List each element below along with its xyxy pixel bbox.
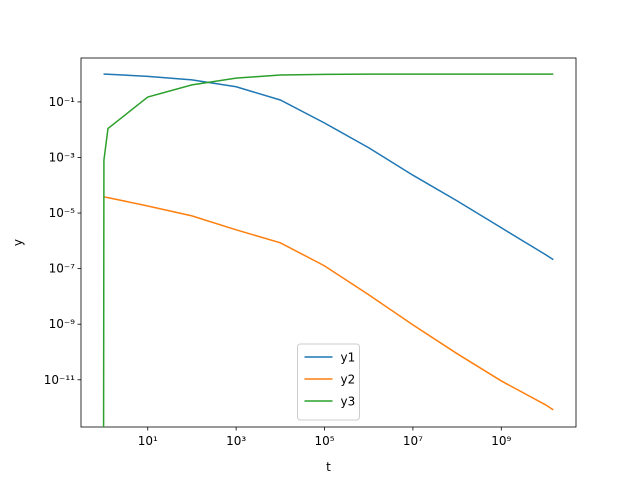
y-tick-label: 10⁻³ <box>49 150 76 164</box>
legend-label: y1 <box>341 351 356 365</box>
plot-frame <box>80 57 577 428</box>
x-tick-label: 10⁷ <box>403 434 423 448</box>
plot-lines <box>102 73 554 427</box>
x-axis-label: t <box>326 460 331 474</box>
y-axis-label: y <box>11 239 25 246</box>
x-tick-label: 10⁵ <box>314 434 334 448</box>
y-tick-label: 10⁻¹ <box>49 95 76 109</box>
x-tick-label: 10¹ <box>138 434 158 448</box>
series-line <box>103 196 554 411</box>
legend-label: y2 <box>341 373 356 387</box>
series-line <box>103 73 554 261</box>
y-tick-label: 10⁻⁷ <box>49 262 76 276</box>
y-tick-label: 10⁻¹¹ <box>44 373 75 387</box>
y-tick-label: 10⁻⁵ <box>49 206 76 220</box>
series-line <box>102 73 554 427</box>
x-tick-label: 10⁹ <box>491 434 511 448</box>
legend-label: y3 <box>341 395 356 409</box>
x-tick-label: 10³ <box>226 434 246 448</box>
y-tick-label: 10⁻⁹ <box>49 317 76 331</box>
